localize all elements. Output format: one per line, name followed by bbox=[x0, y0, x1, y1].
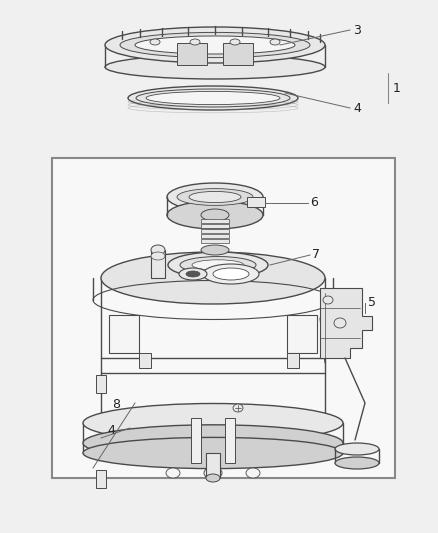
Ellipse shape bbox=[201, 245, 229, 255]
Ellipse shape bbox=[206, 474, 220, 482]
Ellipse shape bbox=[136, 89, 290, 107]
Ellipse shape bbox=[166, 468, 180, 478]
Ellipse shape bbox=[204, 467, 222, 479]
Ellipse shape bbox=[335, 457, 379, 469]
Ellipse shape bbox=[335, 443, 379, 455]
Ellipse shape bbox=[105, 27, 325, 63]
Ellipse shape bbox=[246, 468, 260, 478]
Ellipse shape bbox=[190, 39, 200, 45]
Ellipse shape bbox=[201, 209, 229, 221]
Ellipse shape bbox=[83, 438, 343, 469]
Ellipse shape bbox=[180, 256, 256, 273]
Ellipse shape bbox=[233, 404, 243, 412]
Ellipse shape bbox=[189, 191, 241, 203]
Ellipse shape bbox=[120, 33, 310, 58]
Text: 8: 8 bbox=[112, 399, 120, 411]
Polygon shape bbox=[320, 288, 372, 358]
Ellipse shape bbox=[83, 425, 343, 461]
Bar bbox=[52, 158, 395, 478]
Ellipse shape bbox=[203, 264, 259, 284]
Ellipse shape bbox=[230, 39, 240, 45]
Bar bbox=[201, 239, 229, 243]
Ellipse shape bbox=[177, 189, 253, 205]
Bar bbox=[139, 353, 151, 368]
Bar bbox=[96, 375, 106, 393]
Ellipse shape bbox=[167, 183, 263, 211]
Ellipse shape bbox=[151, 252, 165, 260]
Bar bbox=[191, 418, 201, 463]
Ellipse shape bbox=[213, 268, 249, 280]
Text: 5: 5 bbox=[368, 296, 376, 310]
Bar bbox=[177, 43, 207, 65]
Bar bbox=[201, 224, 229, 228]
Text: 7: 7 bbox=[312, 248, 320, 262]
Bar bbox=[287, 353, 299, 368]
Text: 1: 1 bbox=[393, 82, 401, 94]
Text: 4: 4 bbox=[107, 424, 115, 437]
Ellipse shape bbox=[151, 245, 165, 255]
Ellipse shape bbox=[334, 318, 346, 328]
Bar bbox=[151, 250, 165, 278]
Ellipse shape bbox=[168, 252, 268, 278]
Ellipse shape bbox=[105, 55, 325, 79]
Ellipse shape bbox=[146, 91, 280, 104]
Text: 6: 6 bbox=[310, 197, 318, 209]
Ellipse shape bbox=[128, 86, 298, 110]
Ellipse shape bbox=[101, 252, 325, 304]
Bar bbox=[287, 315, 317, 353]
Ellipse shape bbox=[270, 39, 280, 45]
Ellipse shape bbox=[192, 260, 244, 270]
Ellipse shape bbox=[83, 403, 343, 442]
Bar bbox=[223, 43, 253, 65]
Bar bbox=[225, 418, 235, 463]
Ellipse shape bbox=[150, 39, 160, 45]
Bar bbox=[247, 197, 265, 207]
Ellipse shape bbox=[135, 36, 295, 54]
Bar bbox=[96, 470, 106, 488]
Ellipse shape bbox=[167, 201, 263, 229]
Bar bbox=[201, 229, 229, 233]
Ellipse shape bbox=[186, 271, 200, 277]
Bar bbox=[201, 219, 229, 223]
Bar bbox=[109, 315, 139, 353]
Text: 4: 4 bbox=[353, 102, 361, 116]
Bar bbox=[206, 453, 220, 478]
Bar bbox=[201, 234, 229, 238]
Ellipse shape bbox=[179, 268, 207, 280]
Ellipse shape bbox=[323, 296, 333, 304]
Text: 3: 3 bbox=[353, 23, 361, 36]
